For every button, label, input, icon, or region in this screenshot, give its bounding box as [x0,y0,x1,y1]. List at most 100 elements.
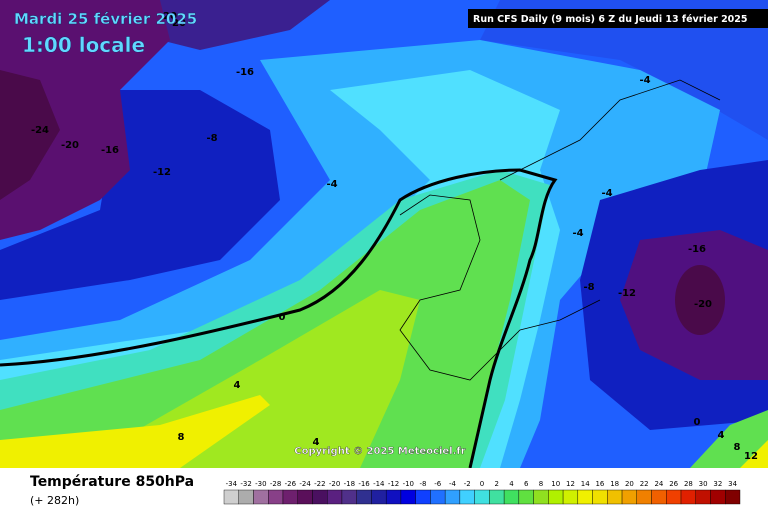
legend-swatch [415,489,431,505]
legend-label: -2 [464,480,471,488]
legend-swatch [518,489,534,505]
legend-label: 18 [610,480,619,488]
legend-swatch [430,489,446,505]
contour-label: -20 [61,140,79,151]
legend-swatch [223,489,239,505]
contour-label: -16 [101,145,119,156]
legend-swatch [312,489,328,505]
legend-swatch [533,489,549,505]
legend-label: 16 [595,480,604,488]
contour-label: 0 [694,417,701,428]
legend-swatch [636,489,652,505]
legend-swatch [680,489,696,505]
forecast-date: Mardi 25 février 2025 [14,10,197,28]
legend-swatch [444,489,461,505]
legend-label: -10 [403,480,414,488]
contour-label: 4 [718,430,725,441]
legend-label: -32 [240,480,251,488]
contour-label: -4 [639,75,650,86]
legend-label: 8 [539,480,543,488]
legend-swatch [621,489,637,505]
legend-label: 30 [699,480,708,488]
legend-label: -26 [285,480,297,488]
lead-time: (+ 282h) [30,494,79,507]
legend-label: 34 [728,480,737,488]
legend-swatch [607,489,623,505]
contour-label: 20 [163,11,177,22]
legend-swatch [459,489,475,505]
contour-label: -16 [688,244,706,255]
contour-label: -12 [618,288,636,299]
contour-label: -20 [694,299,712,310]
legend-swatch [666,489,682,505]
contour-label: 8 [178,432,185,443]
legend-swatch [474,489,490,505]
legend-swatch [489,489,505,505]
legend-swatch [695,489,711,505]
legend-label: -28 [270,480,281,488]
contour-labels: -16 -24 -20 -16 -8 -12 -4 -4 -4 -4 -16 -… [31,11,758,462]
legend-label: 26 [669,480,678,488]
legend-swatch [238,489,254,505]
contour-label: -4 [572,228,583,239]
legend-label: 24 [654,480,663,488]
contour-label: -24 [31,125,49,136]
legend-swatch [710,489,726,505]
legend-swatch [371,489,387,505]
legend-label: -12 [388,480,399,488]
legend-swatch [592,489,608,505]
contour-label: -16 [236,67,254,78]
legend-label: 4 [509,480,514,488]
color-legend: -34 -32 -30 -28 -26 -24 -22 -20 -18 -16 -14 -12 -10-… [223,480,741,505]
legend-label: 14 [581,480,590,488]
legend-swatch [577,489,593,505]
contour-label: -8 [206,133,217,144]
contour-label: -4 [326,179,337,190]
legend-label: 32 [713,480,722,488]
legend-label: 0 [480,480,484,488]
legend-label: 12 [566,480,575,488]
legend-label: -24 [299,480,311,488]
legend-swatch [341,489,357,505]
legend-label: -8 [420,480,427,488]
contour-label: 0 [279,312,286,323]
legend-swatch [282,489,298,505]
contour-label: 4 [234,380,241,391]
contour-label: -8 [583,282,594,293]
contour-label: 12 [744,451,758,462]
legend-label: 22 [640,480,649,488]
legend-label: -14 [373,480,385,488]
legend-label: -22 [314,480,325,488]
legend-swatch [562,489,579,505]
legend-label: -6 [434,480,442,488]
legend-label: -30 [255,480,266,488]
legend-label: 6 [524,480,529,488]
contour-label: -4 [601,188,612,199]
legend-label: -4 [449,480,457,488]
contour-label: 8 [734,442,741,453]
legend-swatch [253,489,269,505]
contour-label: 4 [313,437,320,448]
legend-swatch [356,489,372,505]
legend-label: 10 [551,480,560,488]
legend-label: -20 [329,480,340,488]
legend-swatch [503,489,520,505]
legend-label: 28 [684,480,693,488]
legend-swatch [548,489,564,505]
legend-label: -18 [344,480,355,488]
forecast-time: 1:00 locale [22,33,145,57]
copyright: Copyright © 2025 Meteociel.fr [294,446,465,457]
field-title: Température 850hPa [30,474,194,490]
legend-swatch [327,489,343,505]
legend-swatch [297,489,313,505]
legend-label: -16 [358,480,370,488]
contour-label: 20 [172,18,186,29]
legend-swatch [725,489,741,505]
legend-swatch [400,489,416,505]
map-field [0,0,768,469]
run-box [468,9,768,28]
legend-label: -34 [226,480,238,488]
legend-swatch [651,489,667,505]
legend-swatch [385,489,402,505]
